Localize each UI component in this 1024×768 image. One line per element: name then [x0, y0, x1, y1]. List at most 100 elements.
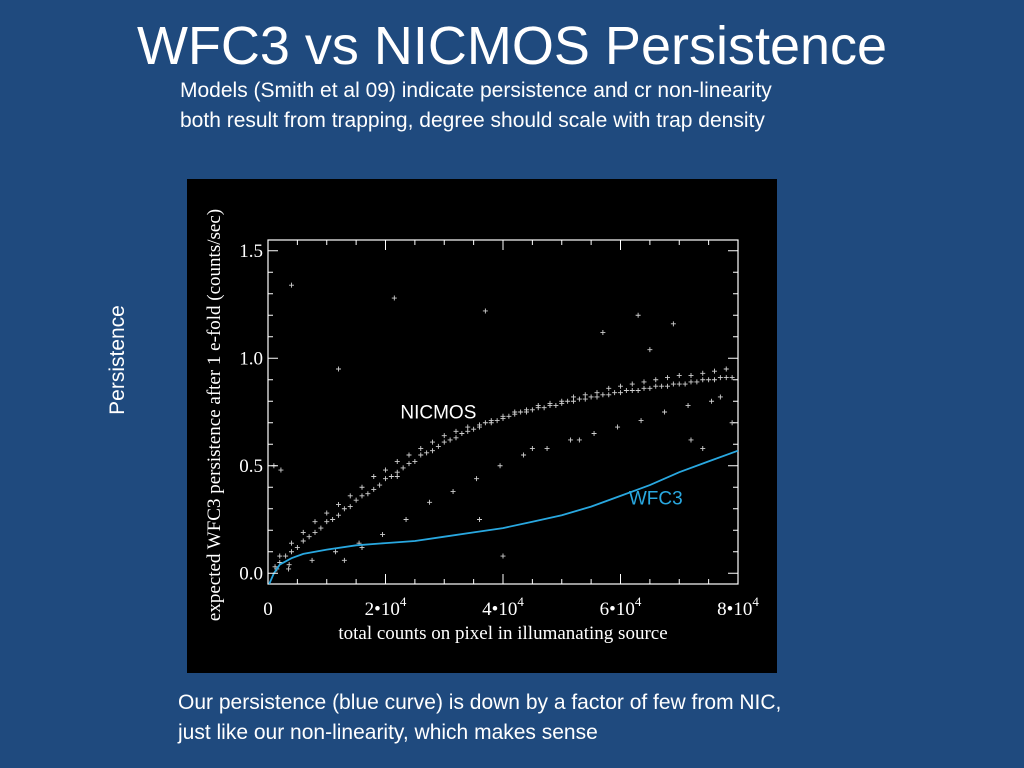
nicmos-point	[300, 529, 306, 535]
nicmos-point	[712, 368, 717, 374]
nicmos-points	[271, 282, 735, 572]
subtitle-line-1: Models (Smith et al 09) indicate persist…	[180, 79, 772, 102]
nicmos-point	[717, 375, 723, 381]
y-tick-label: 0.0	[239, 563, 263, 584]
nicmos-point	[612, 390, 618, 396]
nicmos-point	[700, 377, 706, 383]
y-tick-label: 0.5	[239, 456, 263, 477]
nicmos-point	[665, 375, 670, 381]
footer-line-2: just like our non-linearity, which makes…	[178, 721, 598, 744]
footer-line-1: Our persistence (blue curve) is down by …	[178, 691, 782, 714]
nicmos-point	[312, 529, 318, 535]
nicmos-point	[289, 540, 294, 546]
series-annotation: WFC3	[629, 488, 683, 509]
nicmos-point	[676, 372, 682, 378]
plot-frame	[267, 239, 739, 585]
y-tick-label: 1.5	[239, 241, 263, 262]
nicmos-point	[688, 437, 694, 443]
nicmos-point	[647, 385, 653, 391]
wfc3-curve-layer	[268, 449, 739, 585]
nicmos-point	[347, 493, 353, 499]
nicmos-point	[497, 463, 503, 469]
nicmos-point	[406, 461, 412, 467]
nicmos-point	[353, 497, 359, 503]
nicmos-point	[641, 385, 647, 391]
x-tick-exponent: 4	[752, 594, 759, 609]
nicmos-point	[606, 392, 612, 398]
nicmos-point	[336, 512, 341, 518]
nicmos-point	[653, 377, 659, 383]
nicmos-point	[394, 458, 400, 464]
nicmos-point	[394, 474, 400, 479]
x-axis-label: total counts on pixel in illumanating so…	[338, 623, 667, 644]
nicmos-point	[618, 390, 623, 396]
nicmos-point	[430, 439, 435, 445]
nicmos-point	[638, 418, 644, 424]
y-axis-label: expected WFC3 persistence after 1 e-fold…	[204, 209, 225, 621]
nicmos-point	[535, 403, 541, 409]
nicmos-point	[568, 437, 574, 443]
nicmos-point	[529, 407, 535, 413]
nicmos-point	[582, 396, 588, 402]
nicmos-point	[336, 366, 341, 372]
nicmos-point	[729, 375, 735, 381]
nicmos-point	[435, 443, 441, 449]
nicmos-point	[324, 510, 330, 516]
chart-panel: 0 2•104 4•104 6•104 8•104 0.0 0.5 1.0 1.5 NICMOS…	[187, 179, 777, 673]
nicmos-point	[571, 394, 576, 400]
axis-ticks: 0 2•104 4•104 6•104 8•104 0.0 0.5 1.0 1.5	[239, 240, 759, 620]
nicmos-point	[289, 549, 294, 555]
annotations: NICMOS WFC3	[400, 402, 682, 509]
nicmos-point	[600, 329, 606, 335]
nicmos-point	[524, 407, 529, 413]
nicmos-point	[606, 385, 612, 391]
nicmos-point	[286, 562, 292, 568]
slide-subtitle: Models (Smith et al 09) indicate persist…	[180, 76, 860, 136]
nicmos-point	[600, 392, 606, 398]
nicmos-point	[474, 476, 480, 482]
nicmos-point	[615, 424, 621, 430]
nicmos-point	[465, 424, 471, 430]
nicmos-point	[676, 381, 682, 387]
nicmos-point	[588, 394, 594, 400]
nicmos-point	[341, 557, 347, 563]
nicmos-point	[459, 431, 465, 436]
nicmos-point	[453, 435, 459, 441]
nicmos-point	[336, 501, 341, 507]
nicmos-point	[688, 379, 694, 385]
nicmos-point	[482, 308, 488, 314]
nicmos-point	[694, 379, 700, 385]
nicmos-point	[547, 400, 553, 406]
nicmos-point	[412, 458, 418, 464]
nicmos-point	[403, 517, 409, 522]
nicmos-point	[306, 534, 312, 540]
nicmos-point	[427, 499, 433, 505]
nicmos-point	[688, 372, 694, 378]
nicmos-point	[324, 519, 330, 525]
nicmos-point	[541, 405, 547, 411]
x-tick-exponent: 4	[517, 594, 524, 609]
nicmos-point	[441, 439, 447, 445]
nicmos-point	[723, 375, 729, 381]
nicmos-point	[394, 469, 400, 475]
nicmos-point	[670, 321, 676, 327]
nicmos-point	[383, 467, 388, 473]
nicmos-point	[477, 422, 482, 428]
slide-footer: Our persistence (blue curve) is down by …	[178, 688, 898, 748]
nicmos-point	[700, 370, 706, 376]
nicmos-point	[565, 398, 571, 404]
nicmos-point	[500, 413, 506, 419]
nicmos-point	[512, 409, 518, 415]
nicmos-point	[278, 467, 284, 473]
nicmos-point	[594, 390, 600, 396]
nicmos-point	[641, 379, 647, 385]
nicmos-point	[494, 418, 500, 424]
nicmos-point	[647, 347, 653, 353]
x-tick-label: 4•104	[482, 594, 524, 620]
nicmos-point	[359, 544, 365, 550]
nicmos-point	[406, 452, 412, 458]
nicmos-point	[371, 474, 377, 479]
nicmos-point	[359, 493, 365, 499]
nicmos-point	[341, 506, 347, 512]
subtitle-line-2: both result from trapping, degree should…	[180, 109, 765, 132]
